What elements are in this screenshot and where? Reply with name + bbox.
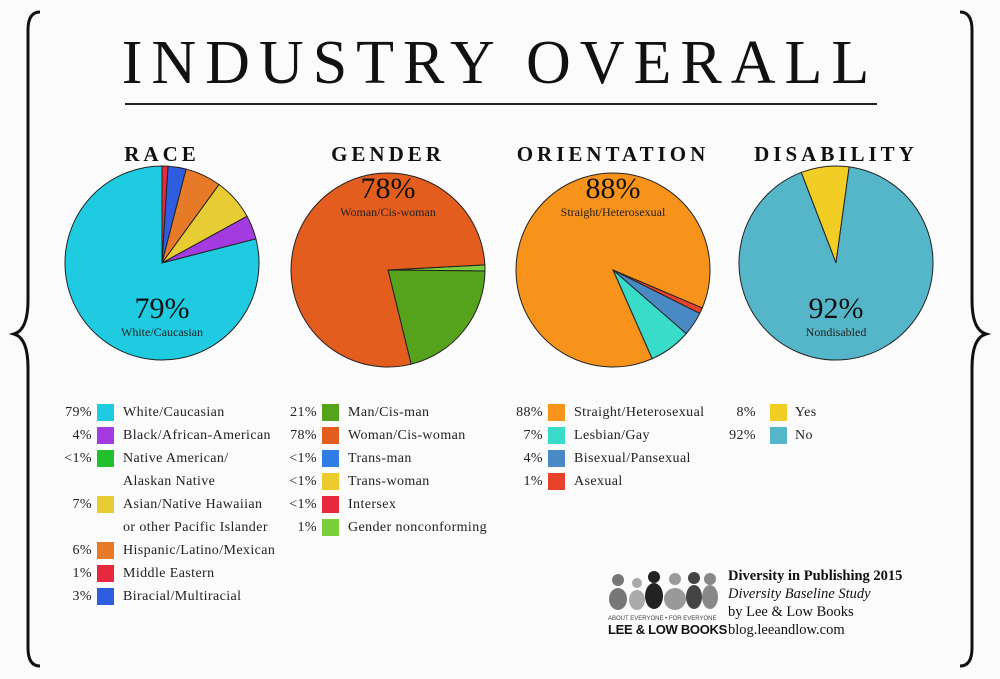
legend-swatch xyxy=(97,450,114,467)
orientation-title: ORIENTATION xyxy=(516,142,710,166)
pie-callout-label: White/Caucasian xyxy=(121,325,203,339)
legend-label: Lesbian/Gay xyxy=(574,428,650,443)
children-silhouettes-icon xyxy=(609,571,718,610)
legend-swatch xyxy=(97,404,114,421)
legend-percent: 7% xyxy=(523,428,543,443)
pie-callout-value: 78% xyxy=(361,172,416,205)
legend-swatch xyxy=(322,496,339,513)
pie-callout-label: Nondisabled xyxy=(806,325,867,339)
title-divider xyxy=(125,103,877,105)
legend-swatch xyxy=(97,588,114,605)
legend-percent: 3% xyxy=(72,589,92,604)
legend-swatch xyxy=(97,542,114,559)
legend-swatch xyxy=(322,450,339,467)
pie-slice-man-cis-man xyxy=(387,269,486,365)
lee-and-low-logo: ABOUT EVERYONE • FOR EVERYONE LEE & LOW … xyxy=(608,566,727,637)
legend-percent: 21% xyxy=(290,405,317,420)
legend-swatch xyxy=(97,427,114,444)
legend-percent: 88% xyxy=(516,405,543,420)
legend-swatch xyxy=(548,404,565,421)
legend-percent: <1% xyxy=(289,497,317,512)
legend-swatch xyxy=(322,427,339,444)
pie-callout-label: Woman/Cis-woman xyxy=(340,205,436,219)
legend-swatch xyxy=(548,427,565,444)
legend-label: Bisexual/Pansexual xyxy=(574,451,691,466)
legend-swatch xyxy=(770,427,787,444)
pie-slice-no xyxy=(738,166,934,361)
legend-label: Middle Eastern xyxy=(123,566,215,581)
legend-swatch xyxy=(548,450,565,467)
legend-label: Intersex xyxy=(348,497,397,512)
legend-label: Gender nonconforming xyxy=(348,520,488,535)
legend-label: Woman/Cis-woman xyxy=(348,428,466,443)
legend-swatch xyxy=(770,404,787,421)
legend-percent: 4% xyxy=(523,451,543,466)
main-title: INDUSTRY OVERALL xyxy=(121,29,879,97)
legend-label: Straight/Heterosexual xyxy=(574,405,705,420)
legend-label: Trans-woman xyxy=(348,474,430,489)
legend-swatch xyxy=(97,565,114,582)
legend-swatch xyxy=(548,473,565,490)
legend-percent: 1% xyxy=(297,520,317,535)
pie-callout-value: 92% xyxy=(809,292,864,325)
logo-name: LEE & LOW BOOKS xyxy=(608,622,728,637)
legend-percent: 78% xyxy=(290,428,317,443)
legend-percent: 6% xyxy=(72,543,92,558)
legend-swatch xyxy=(97,496,114,513)
race-title: RACE xyxy=(124,142,200,166)
pie-callout-label: Straight/Heterosexual xyxy=(561,205,666,219)
credit-subtitle: Diversity Baseline Study xyxy=(728,586,871,602)
pie-slice-white-caucasian xyxy=(64,165,260,361)
left-brace xyxy=(8,10,41,668)
legend-label: Black/African-American xyxy=(123,428,271,443)
legend-percent: 8% xyxy=(736,405,756,420)
legend-label: Trans-man xyxy=(348,451,412,466)
legend-label: Native American/ Alaskan Native xyxy=(123,451,229,489)
legend-percent: 7% xyxy=(72,497,92,512)
credits: Diversity in Publishing 2015 Diversity B… xyxy=(728,567,902,639)
legend-percent: 92% xyxy=(729,428,756,443)
legend-label: White/Caucasian xyxy=(123,405,225,420)
legend-percent: <1% xyxy=(64,451,92,466)
gender-title: GENDER xyxy=(331,142,445,166)
credit-url[interactable]: blog.leeandlow.com xyxy=(728,622,845,638)
legend-swatch xyxy=(322,404,339,421)
logo-tagline: ABOUT EVERYONE • FOR EVERYONE xyxy=(608,616,717,622)
credit-title: Diversity in Publishing 2015 xyxy=(728,568,903,584)
pie-slice-woman-cis-woman xyxy=(290,172,486,368)
pie-callout-value: 88% xyxy=(586,172,641,205)
legend-label: Hispanic/Latino/Mexican xyxy=(123,543,276,558)
legend-percent: <1% xyxy=(289,474,317,489)
pie-callout-value: 79% xyxy=(135,292,190,325)
credit-author: by Lee & Low Books xyxy=(728,604,854,620)
legend-percent: 1% xyxy=(72,566,92,581)
legend-label: Man/Cis-man xyxy=(348,405,430,420)
legend-label: No xyxy=(795,428,813,443)
legend-label: Yes xyxy=(795,405,817,420)
legend-swatch xyxy=(322,473,339,490)
legend-percent: 4% xyxy=(72,428,92,443)
pie-slice-straight-heterosexual xyxy=(515,172,711,368)
legend-percent: <1% xyxy=(289,451,317,466)
legend-percent: 1% xyxy=(523,474,543,489)
legend-swatch xyxy=(322,519,339,536)
right-brace xyxy=(959,10,992,668)
legend-label: Asexual xyxy=(574,474,623,489)
legend-label: Asian/Native Hawaiian or other Pacific I… xyxy=(123,497,268,535)
legend-percent: 79% xyxy=(65,405,92,420)
legend-label: Biracial/Multiracial xyxy=(123,589,242,604)
disability-title: DISABILITY xyxy=(754,142,918,166)
